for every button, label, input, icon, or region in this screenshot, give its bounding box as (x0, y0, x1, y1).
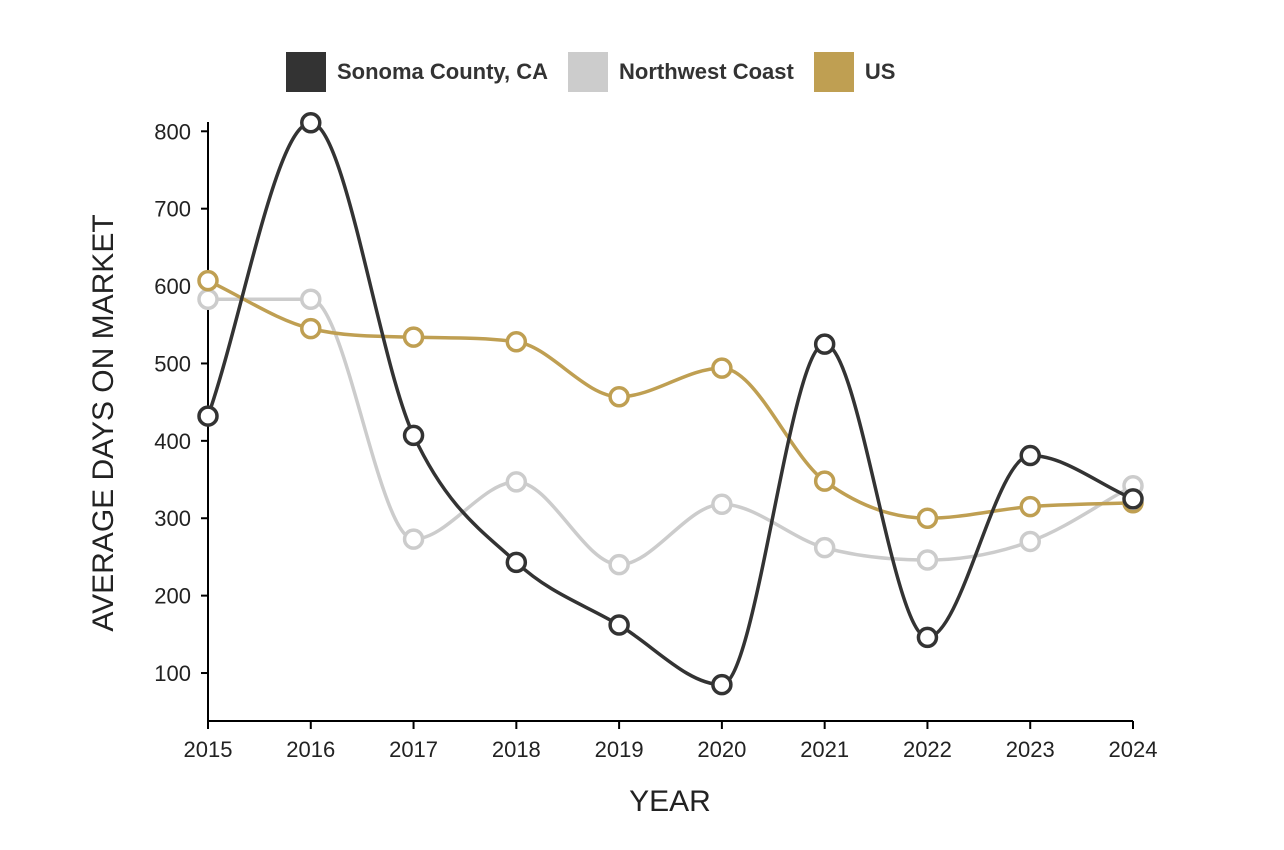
legend-swatch-northwest-coast (568, 52, 609, 92)
data-point-us[interactable] (711, 357, 733, 379)
data-point-northwest-coast[interactable] (711, 493, 733, 516)
x-tick-label: 2024 (1109, 737, 1158, 762)
data-point-sonoma[interactable] (608, 614, 630, 636)
data-point-us[interactable] (813, 470, 836, 492)
legend-label-northwest-coast: Northwest Coast (619, 59, 794, 84)
data-point-sonoma[interactable] (916, 626, 939, 649)
x-axis-title: YEAR (629, 785, 711, 818)
x-tick-label: 2020 (697, 737, 746, 762)
data-point-northwest-coast[interactable] (402, 528, 425, 550)
data-point-us[interactable] (197, 269, 219, 292)
data-point-northwest-coast[interactable] (608, 553, 630, 576)
data-point-sonoma[interactable] (402, 424, 425, 447)
legend-item-sonoma: Sonoma County, CA (286, 52, 548, 92)
y-tick-label: 400 (154, 429, 191, 454)
legend-item-us: US (813, 52, 896, 92)
legend-label-us: US (864, 59, 896, 84)
data-point-northwest-coast[interactable] (505, 471, 528, 493)
legend-item-northwest-coast: Northwest Coast (568, 52, 794, 92)
series-line-sonoma (206, 121, 1134, 687)
axes: 100 200 300 400 500 600 700 800 2015 2016 2017 2018… (154, 119, 1157, 762)
y-tick-label: 800 (154, 119, 191, 144)
data-point-us[interactable] (505, 331, 528, 353)
y-tick-label: 600 (154, 274, 191, 299)
x-tick-label: 2016 (286, 737, 335, 762)
series-line-northwest-coast (208, 297, 1134, 567)
x-tick-label: 2019 (595, 737, 644, 762)
x-tick-label: 2022 (903, 737, 952, 762)
data-point-sonoma[interactable] (197, 405, 219, 427)
data-point-northwest-coast[interactable] (916, 549, 939, 571)
y-tick-label: 200 (154, 584, 191, 609)
x-tick-label: 2015 (184, 737, 233, 762)
x-tick-label: 2017 (389, 737, 438, 762)
data-point-sonoma[interactable] (1122, 488, 1144, 510)
x-tick-label: 2018 (492, 737, 541, 762)
y-axis-title: AVERAGE DAYS ON MARKET (87, 214, 120, 631)
data-point-northwest-coast[interactable] (300, 288, 322, 310)
x-tick-label: 2023 (1006, 737, 1055, 762)
data-point-sonoma[interactable] (813, 333, 836, 355)
legend: Sonoma County, CA Northwest Coast US (286, 52, 915, 92)
y-tick-label: 300 (154, 506, 191, 531)
data-point-northwest-coast[interactable] (1019, 530, 1041, 553)
x-tick-label: 2021 (800, 737, 849, 762)
legend-swatch-sonoma (286, 52, 326, 92)
data-point-northwest-coast[interactable] (197, 288, 219, 310)
data-point-us[interactable] (916, 507, 939, 529)
data-point-sonoma[interactable] (300, 112, 322, 134)
data-point-us[interactable] (1019, 495, 1041, 518)
data-point-us[interactable] (402, 326, 425, 348)
data-point-sonoma[interactable] (1019, 444, 1041, 467)
y-tick-label: 700 (154, 197, 191, 222)
data-point-sonoma[interactable] (505, 551, 528, 574)
y-tick-label: 500 (154, 351, 191, 376)
data-point-sonoma[interactable] (711, 673, 733, 696)
legend-label-sonoma: Sonoma County, CA (337, 59, 549, 84)
series-lines (206, 121, 1134, 687)
data-point-us[interactable] (608, 385, 630, 408)
y-tick-label: 100 (154, 661, 191, 686)
series-line-us (207, 279, 1134, 520)
legend-swatch-us (813, 52, 854, 92)
data-point-northwest-coast[interactable] (813, 536, 836, 559)
series-points (197, 112, 1144, 696)
data-point-us[interactable] (300, 317, 322, 340)
